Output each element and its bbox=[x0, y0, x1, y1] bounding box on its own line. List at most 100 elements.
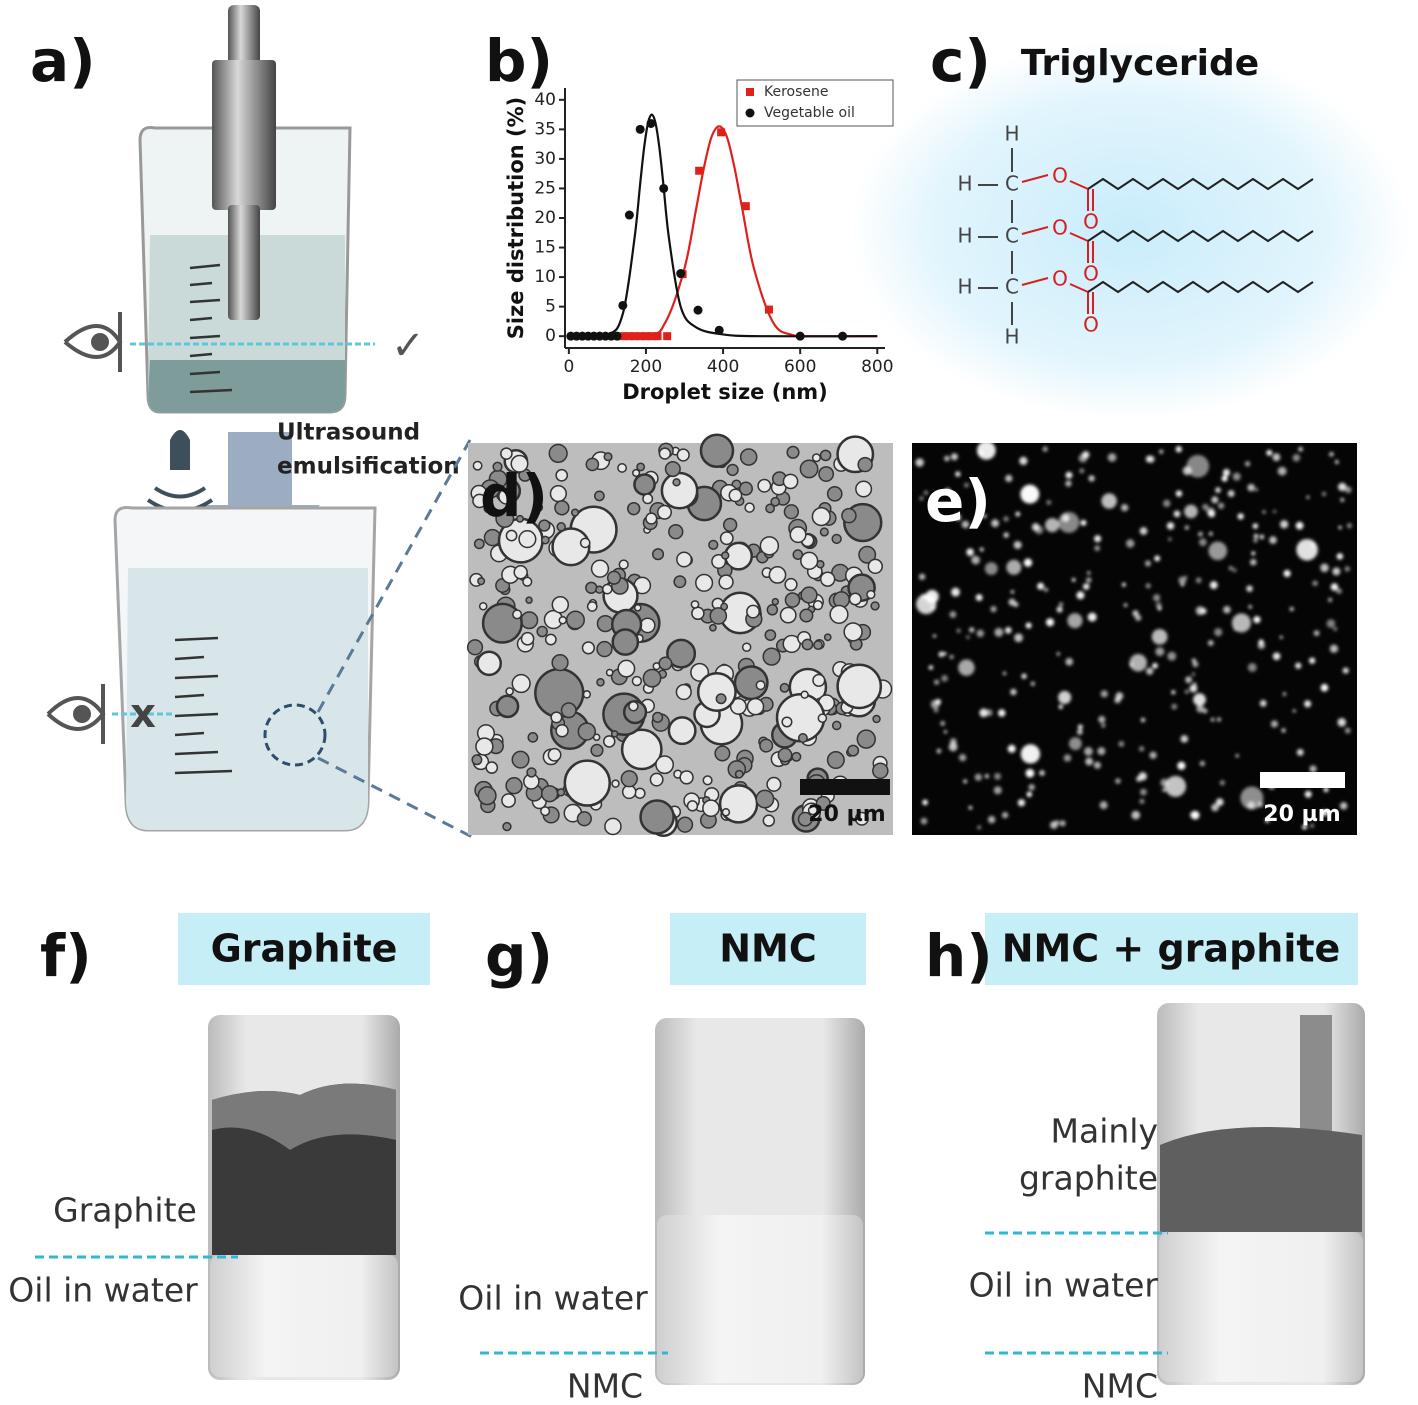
droplet bbox=[1344, 486, 1352, 494]
droplet bbox=[1023, 558, 1033, 567]
droplet bbox=[1028, 784, 1035, 791]
droplet bbox=[1013, 601, 1019, 608]
droplet bbox=[511, 750, 530, 769]
droplet bbox=[1155, 647, 1165, 657]
droplet bbox=[1289, 606, 1294, 612]
droplet bbox=[994, 772, 1002, 780]
droplet bbox=[563, 759, 611, 807]
droplet bbox=[1326, 619, 1336, 628]
droplet bbox=[534, 503, 544, 512]
droplet bbox=[813, 640, 823, 650]
emulsion-layer bbox=[1159, 1232, 1363, 1382]
emulsion-layer bbox=[657, 1215, 863, 1383]
droplet bbox=[565, 610, 585, 630]
droplet bbox=[1344, 727, 1351, 734]
droplet bbox=[610, 730, 619, 738]
cross-mark: x bbox=[130, 691, 156, 737]
droplet bbox=[518, 530, 537, 549]
droplet bbox=[936, 748, 942, 754]
droplet bbox=[847, 744, 860, 757]
droplet bbox=[585, 457, 600, 472]
droplet bbox=[1063, 754, 1072, 762]
droplet bbox=[596, 678, 605, 687]
legend-label: Vegetable oil bbox=[764, 105, 855, 121]
droplet bbox=[550, 711, 563, 724]
droplet bbox=[1336, 588, 1342, 594]
droplet bbox=[1208, 531, 1213, 536]
droplet bbox=[934, 679, 940, 685]
droplet bbox=[1246, 585, 1253, 592]
droplet bbox=[472, 493, 487, 509]
droplet bbox=[1149, 751, 1157, 759]
droplet bbox=[551, 527, 591, 567]
droplet bbox=[581, 641, 595, 655]
droplet bbox=[1054, 820, 1060, 826]
droplet bbox=[1223, 605, 1231, 614]
point bbox=[630, 332, 639, 341]
droplet bbox=[1171, 690, 1176, 695]
process-label: Ultrasound bbox=[277, 420, 420, 446]
droplet bbox=[1228, 565, 1233, 571]
droplet bbox=[1120, 504, 1129, 512]
panel-title: NMC + graphite bbox=[1002, 927, 1341, 971]
droplet bbox=[993, 786, 1002, 795]
droplet bbox=[702, 775, 713, 786]
droplet bbox=[1115, 778, 1121, 784]
droplet bbox=[916, 593, 937, 615]
droplet bbox=[606, 570, 622, 585]
zoom-line bbox=[316, 439, 472, 713]
droplet bbox=[1296, 748, 1304, 756]
droplet bbox=[505, 777, 523, 795]
droplet bbox=[639, 617, 656, 634]
droplet bbox=[1134, 614, 1142, 621]
point bbox=[693, 305, 703, 315]
droplet bbox=[1001, 812, 1009, 819]
droplet bbox=[1094, 535, 1102, 543]
droplet bbox=[922, 799, 928, 806]
x-tick-label: 400 bbox=[707, 357, 739, 377]
droplet bbox=[958, 754, 967, 762]
droplet bbox=[1184, 689, 1189, 694]
droplet bbox=[1206, 507, 1215, 516]
droplet bbox=[636, 462, 646, 472]
droplet bbox=[466, 639, 484, 656]
droplet bbox=[1002, 671, 1007, 676]
droplet bbox=[858, 545, 877, 564]
droplet bbox=[522, 576, 533, 587]
droplet bbox=[961, 520, 970, 529]
pupil bbox=[73, 705, 91, 723]
layer-label: NMC bbox=[567, 1367, 643, 1405]
check-mark: ✓ bbox=[391, 323, 425, 369]
droplet bbox=[478, 601, 488, 611]
droplet bbox=[548, 443, 568, 464]
droplet bbox=[791, 751, 802, 762]
fit-curve bbox=[568, 125, 878, 338]
droplet bbox=[1164, 775, 1187, 797]
layer-label: Oil in water bbox=[458, 1279, 648, 1318]
title-box bbox=[178, 913, 430, 985]
droplet bbox=[1198, 531, 1203, 537]
droplet bbox=[702, 799, 720, 818]
droplet bbox=[652, 711, 664, 723]
droplet bbox=[1071, 577, 1076, 582]
droplet bbox=[762, 814, 776, 827]
droplet bbox=[1184, 575, 1188, 580]
atom: C bbox=[1005, 275, 1019, 299]
droplet bbox=[915, 458, 924, 467]
droplet bbox=[645, 512, 658, 525]
droplet bbox=[797, 811, 813, 827]
droplet bbox=[823, 633, 832, 642]
droplet bbox=[944, 455, 950, 462]
droplet bbox=[1045, 618, 1055, 627]
droplet bbox=[843, 622, 863, 642]
point bbox=[663, 332, 672, 341]
point bbox=[624, 210, 634, 220]
bond bbox=[1069, 180, 1089, 190]
droplet bbox=[807, 805, 818, 816]
droplet bbox=[620, 728, 663, 771]
droplet bbox=[1046, 500, 1052, 505]
droplet bbox=[602, 735, 616, 748]
point bbox=[624, 332, 633, 341]
panel-a: ✓ Ultrasound emulsification x bbox=[46, 5, 479, 842]
